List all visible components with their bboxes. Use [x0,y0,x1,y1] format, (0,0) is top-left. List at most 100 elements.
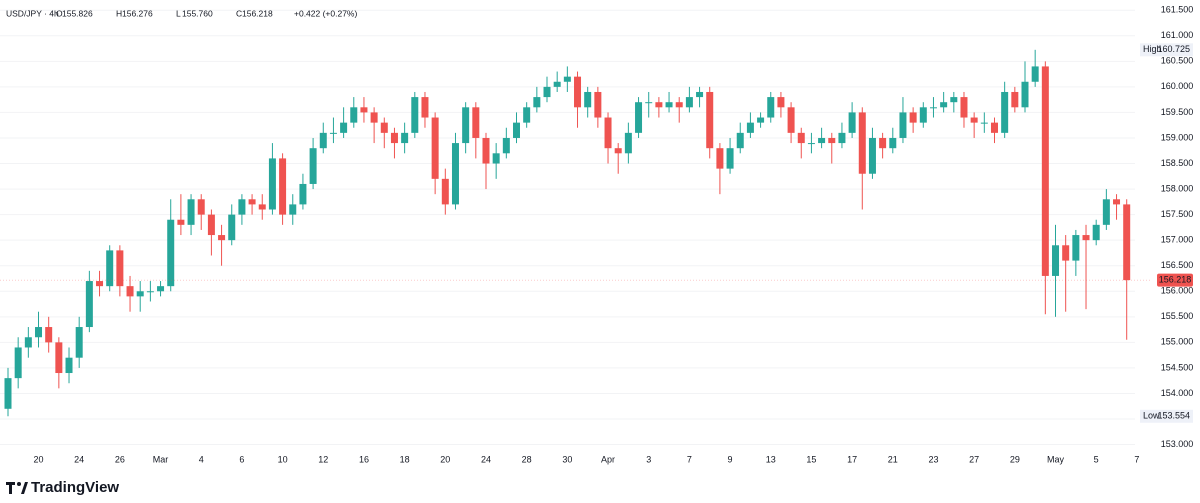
candle-body [777,97,785,108]
candle-body [990,122,998,133]
candle-body [563,76,571,82]
candle-body [746,122,754,133]
x-tick-label: 30 [562,454,572,464]
candle-body [909,112,917,123]
x-tick-label: 3 [646,454,651,464]
candle-body [1062,245,1070,261]
candle-body [1001,91,1009,133]
y-tick-label: 154.500 [1161,362,1194,372]
current-price-box [1157,273,1193,287]
x-tick-label: 17 [847,454,857,464]
candle-body [85,281,93,328]
candle-body [858,112,866,174]
candle-body [645,102,653,104]
low-marker-label: Low [1143,411,1160,421]
candle-body [65,357,73,374]
candle-body [238,199,246,215]
candle-body [513,122,520,138]
candle-body [167,219,175,287]
candle-body [1123,204,1131,281]
candle-body [1072,235,1080,261]
candle-body [350,107,358,123]
y-tick-label: 160.000 [1161,81,1194,91]
x-tick-label: 10 [278,454,288,464]
low-marker-value: 153.554 [1157,411,1190,421]
candle-body [472,107,480,138]
candle-body [838,132,846,144]
candle-body [675,102,683,108]
candle-body [584,91,592,108]
ohlc-key: H [116,8,122,18]
y-tick-label: 156.000 [1161,286,1194,296]
candle-body [75,327,83,358]
candle-body [543,86,551,98]
candle-body [940,102,948,108]
candle-body [553,81,561,87]
x-tick-label: 5 [1094,454,1099,464]
x-tick-label: Mar [153,454,169,464]
candle-body [1021,81,1029,108]
candle-body [635,102,643,133]
candle-body [787,107,795,133]
candle-body [441,178,449,205]
candle-body [106,250,114,287]
candle-body [14,347,22,379]
symbol: USD/JPY · 4h [6,8,59,18]
y-tick-label: 155.500 [1161,311,1194,321]
x-tick-label: Apr [601,454,615,464]
candle-body [696,91,704,98]
candle-body [268,158,276,210]
logo-mark [21,482,28,494]
candle-body [319,132,327,149]
candle-body [1092,224,1100,241]
ohlc-value: 156.218 [242,8,273,18]
candle-body [187,199,195,225]
y-tick-label: 154.000 [1161,388,1194,398]
candle-body [889,137,897,149]
candle-body [390,132,398,144]
x-tick-label: 9 [728,454,733,464]
x-tick-label: 26 [115,454,125,464]
change: +0.422 (+0.27%) [294,8,357,18]
y-tick-label: 158.500 [1161,158,1194,168]
y-tick-label: 157.000 [1161,235,1194,245]
candle-body [248,199,256,205]
candle-body [879,137,887,149]
y-tick-label: 161.000 [1161,30,1194,40]
candle-body [726,148,734,169]
candle-body [289,204,297,215]
branding: TradingView [6,479,119,496]
high-marker-value: 160.725 [1157,44,1190,54]
candle-body [919,107,927,123]
y-tick-label: 155.000 [1161,337,1194,347]
logo-dot [17,482,21,486]
candle-body [828,137,836,144]
x-tick-label: 29 [1010,454,1020,464]
candle-body [797,132,805,144]
candle-body [523,107,531,123]
candle-body [299,183,307,205]
candle-body [218,235,226,241]
x-tick-label: 12 [318,454,328,464]
candles [4,49,1131,417]
x-tick-label: 7 [1134,454,1139,464]
x-tick-label: 23 [928,454,938,464]
candle-body [980,122,988,124]
candle-body [279,158,287,215]
candle-body [1031,66,1039,82]
x-tick-label: 20 [440,454,450,464]
candle-body [574,76,582,108]
candle-body [421,97,429,118]
candle-body [1041,66,1049,276]
high-marker-label: High [1143,44,1162,54]
brand-name: TradingView [31,479,119,496]
candle-body [380,122,388,133]
x-tick-label: May [1047,454,1065,464]
x-tick-label: 24 [481,454,491,464]
candle-body [929,107,937,109]
candle-body [624,132,632,154]
candle-body [55,342,63,374]
candle-body [370,112,378,123]
candle-body [146,291,154,293]
